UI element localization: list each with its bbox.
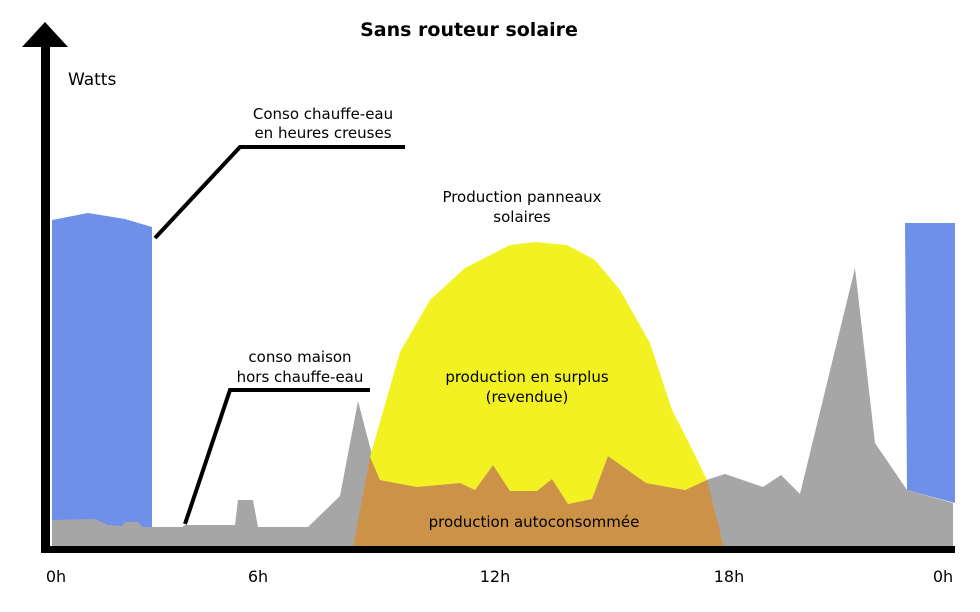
house-consumption-area-right <box>700 268 953 548</box>
x-tick-0h: 0h <box>46 567 66 586</box>
y-axis-arrow-icon <box>22 22 68 47</box>
water-heater-callout-line <box>153 145 405 240</box>
x-tick-6h: 6h <box>248 567 268 586</box>
diagram-title: Sans routeur solaire <box>360 19 578 41</box>
self-consumed-label: production autoconsommée <box>429 513 640 531</box>
house-label-line2: hors chauffe-eau <box>237 368 364 386</box>
solar-label-line1: Production panneaux <box>442 188 601 206</box>
x-tick-18h: 18h <box>714 567 745 586</box>
x-tick-12h: 12h <box>480 567 511 586</box>
surplus-label-line1: production en surplus <box>445 368 609 386</box>
water-heater-area-right <box>905 223 955 503</box>
surplus-label-line2: (revendue) <box>486 388 569 406</box>
x-axis <box>41 546 955 553</box>
water-heater-area-left <box>52 213 152 527</box>
y-axis-label: Watts <box>68 70 116 90</box>
water-heater-label-line2: en heures creuses <box>254 124 391 142</box>
water-heater-label-line1: Conso chauffe-eau <box>253 105 393 123</box>
solar-surplus-area <box>370 242 707 504</box>
house-callout-line <box>183 388 370 525</box>
self-consumed-area <box>353 456 724 548</box>
house-consumption-area-left <box>52 401 376 548</box>
y-axis <box>41 45 50 553</box>
solar-label-line2: solaires <box>493 208 551 226</box>
house-label-line1: conso maison <box>248 348 351 366</box>
x-tick-0h-end: 0h <box>933 567 953 586</box>
